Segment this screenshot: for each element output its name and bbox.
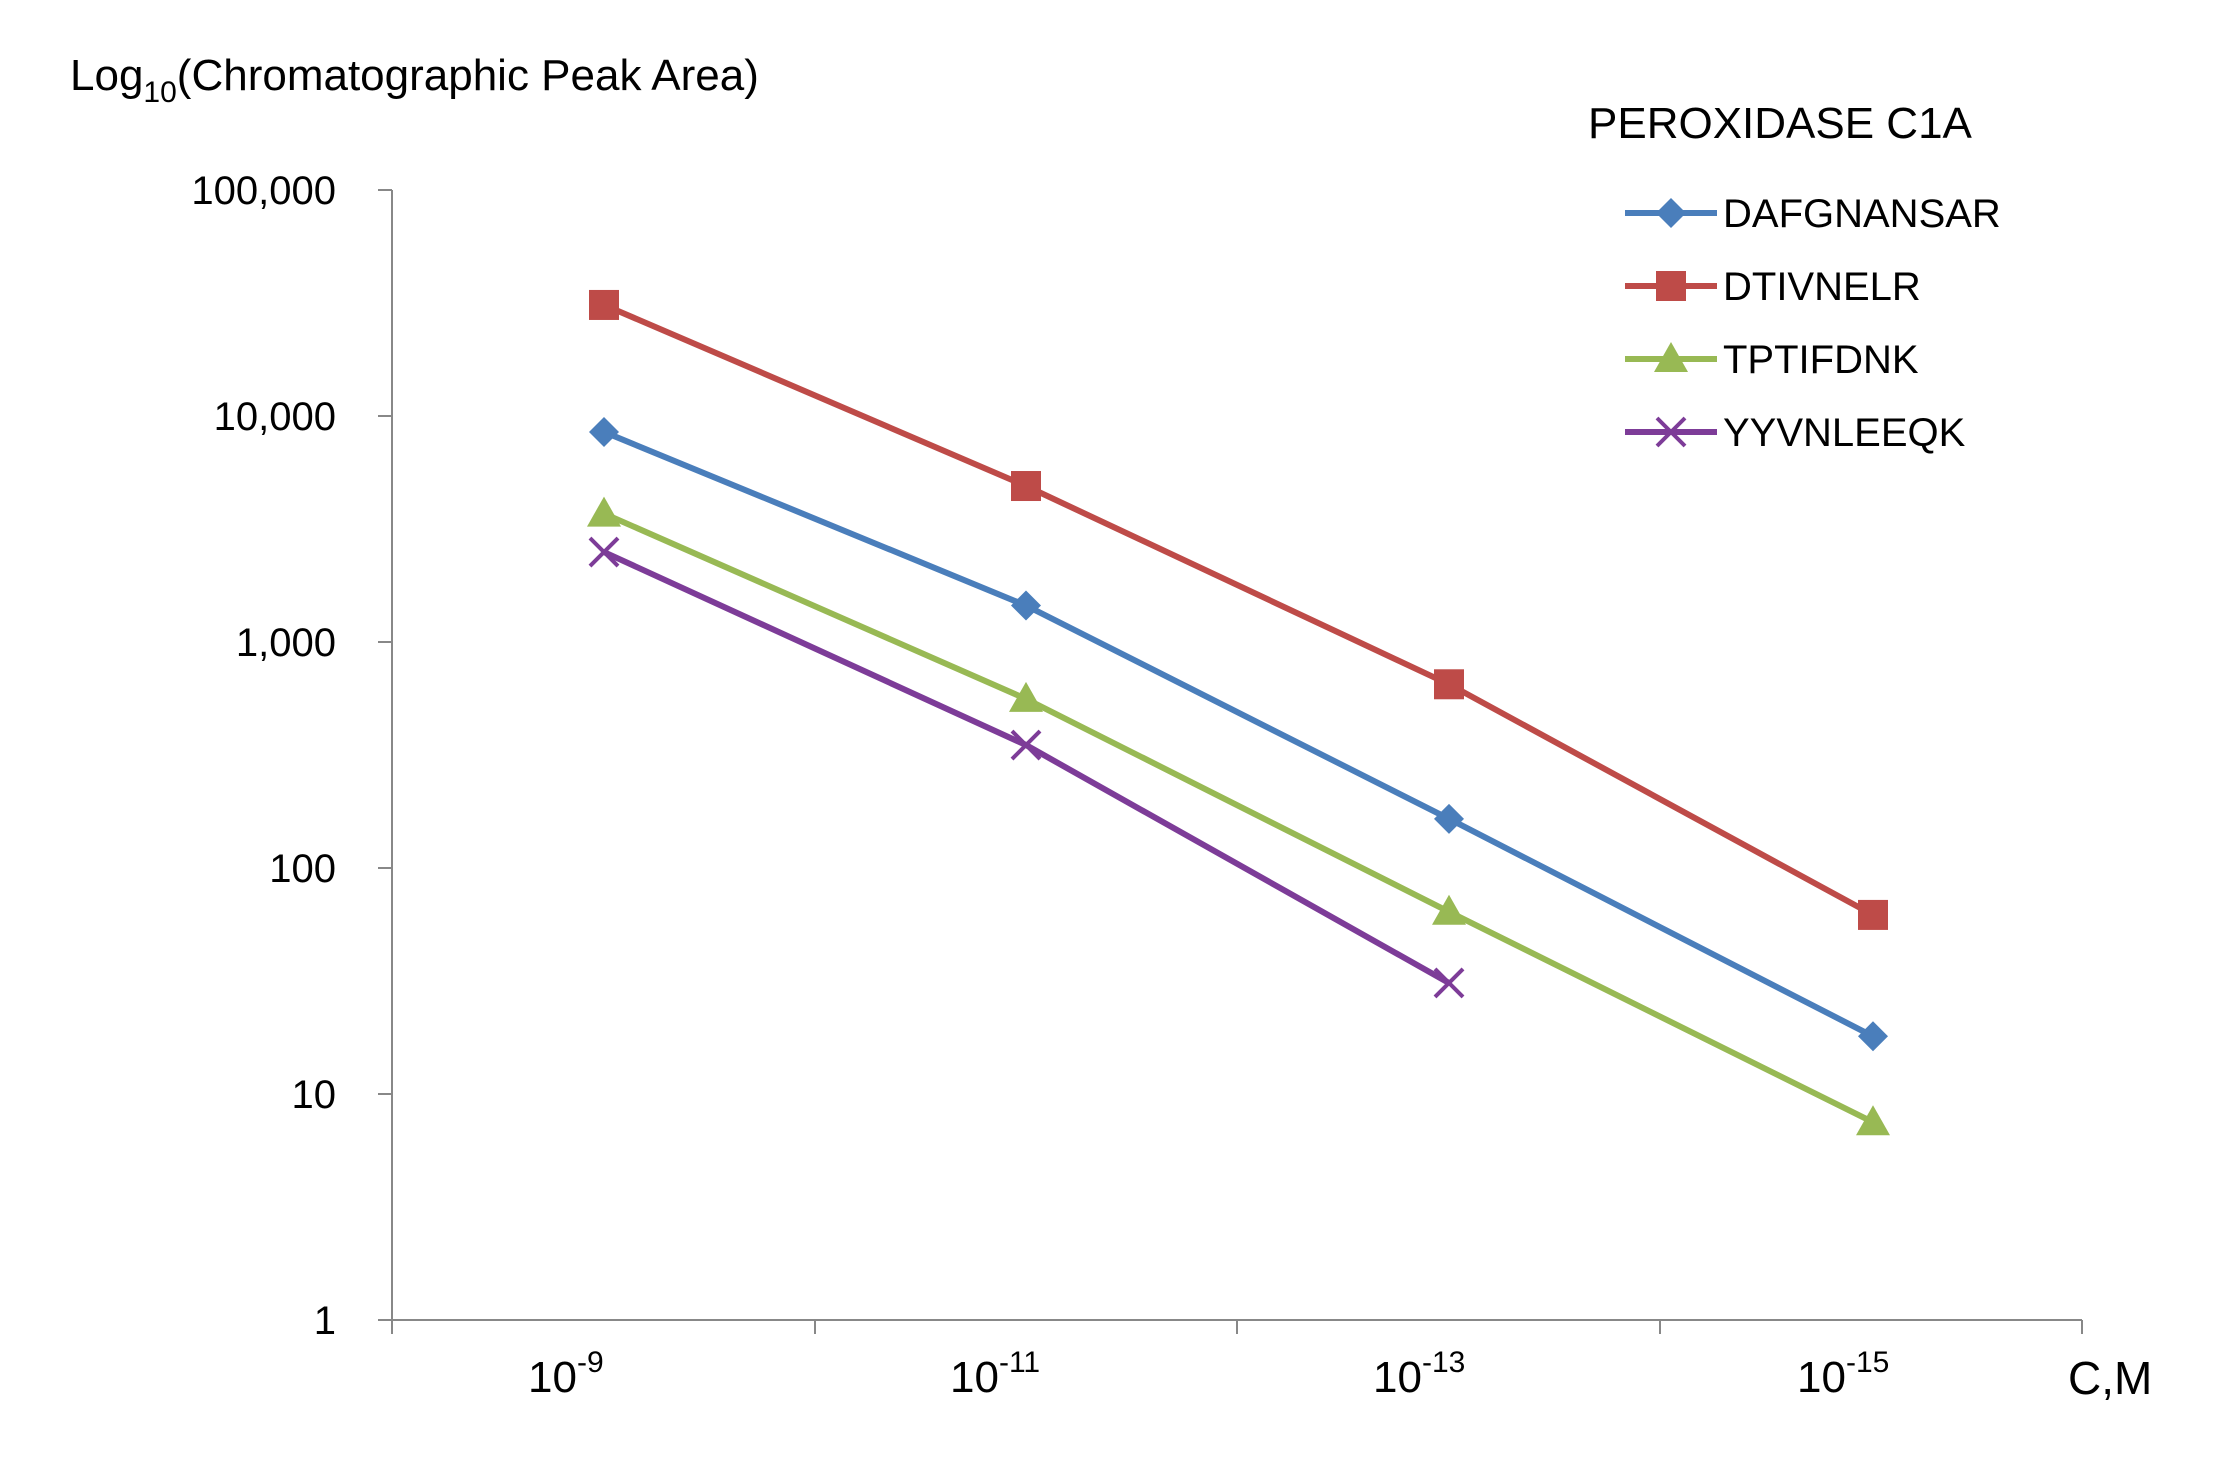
x-tick-label: 10-15 bbox=[1797, 1346, 1889, 1402]
y-axis-label: Log10(Chromatographic Peak Area) bbox=[70, 51, 759, 109]
chart-title: PEROXIDASE C1A bbox=[1588, 99, 1973, 148]
x-tick-exponent: -15 bbox=[1846, 1346, 1889, 1379]
legend-label: TPTIFDNK bbox=[1723, 338, 1919, 382]
y-tick-label: 1 bbox=[314, 1299, 336, 1343]
data-point-dtivnelr bbox=[1434, 669, 1464, 700]
x-tick-base: 10 bbox=[1797, 1353, 1846, 1402]
data-point-dtivnelr bbox=[589, 289, 619, 320]
data-point-dtivnelr bbox=[1011, 471, 1041, 502]
series-dtivnelr bbox=[589, 289, 1888, 930]
axes bbox=[378, 189, 2083, 1334]
x-tick-label: 10-9 bbox=[528, 1346, 604, 1402]
legend-item-yyvnleeqk: YYVNLEEQK bbox=[1625, 411, 1966, 455]
series-line-dtivnelr bbox=[602, 302, 1875, 918]
y-tick-label: 10 bbox=[292, 1073, 337, 1117]
data-point-dafgnansar bbox=[1858, 1021, 1888, 1052]
series-yyvnleeqk bbox=[588, 536, 1465, 999]
series-line-tptifdnk bbox=[602, 510, 1875, 1125]
legend-label: DTIVNELR bbox=[1723, 265, 1921, 309]
data-point-tptifdnk bbox=[587, 496, 621, 527]
legend-item-tptifdnk: TPTIFDNK bbox=[1625, 338, 1919, 382]
legend-marker bbox=[1656, 198, 1686, 228]
y-tick-labels: 1 10 100 1,000 10,000 100,000 bbox=[191, 169, 336, 1343]
y-tick-label: 100 bbox=[269, 847, 336, 891]
x-tick-labels: 10-9 10-11 10-13 10-15 bbox=[528, 1346, 1889, 1402]
x-tick-base: 10 bbox=[950, 1353, 999, 1402]
series-tptifdnk bbox=[587, 496, 1890, 1136]
x-tick-label: 10-13 bbox=[1373, 1346, 1465, 1402]
marker-x-stroke bbox=[1433, 967, 1465, 999]
x-tick-exponent: -11 bbox=[999, 1346, 1040, 1379]
legend-marker bbox=[1655, 416, 1687, 448]
y-tick-label: 10,000 bbox=[214, 395, 336, 439]
series-group bbox=[587, 289, 1890, 1136]
legend-label: DAFGNANSAR bbox=[1723, 192, 2001, 236]
series-line-dafgnansar bbox=[602, 429, 1875, 1039]
y-axis-label-suffix: (Chromatographic Peak Area) bbox=[177, 51, 759, 100]
data-point-dafgnansar bbox=[589, 416, 619, 447]
marker-x-stroke bbox=[1655, 416, 1687, 448]
data-point-yyvnleeqk bbox=[1433, 967, 1465, 999]
data-point-yyvnleeqk bbox=[1010, 729, 1042, 761]
x-tick-exponent: -13 bbox=[1422, 1346, 1465, 1379]
data-point-yyvnleeqk bbox=[588, 536, 620, 568]
y-axis-label-prefix: Log bbox=[70, 51, 143, 100]
data-point-tptifdnk bbox=[1009, 681, 1043, 712]
data-point-tptifdnk bbox=[1432, 894, 1466, 925]
x-axis-label: C,M bbox=[2068, 1352, 2152, 1404]
marker-x-stroke bbox=[588, 536, 620, 568]
y-tick-label: 100,000 bbox=[191, 169, 336, 213]
legend-item-dtivnelr: DTIVNELR bbox=[1625, 265, 1921, 309]
marker-x-stroke bbox=[1010, 729, 1042, 761]
legend-item-dafgnansar: DAFGNANSAR bbox=[1625, 192, 2001, 236]
y-axis-label-sub: 10 bbox=[143, 76, 176, 109]
data-point-dafgnansar bbox=[1434, 803, 1464, 834]
series-dafgnansar bbox=[589, 416, 1888, 1052]
legend: DAFGNANSAR DTIVNELR TPTIFDNK YYVNLEEQK bbox=[1625, 192, 2001, 455]
data-point-dafgnansar bbox=[1011, 590, 1041, 621]
x-tick-base: 10 bbox=[528, 1353, 577, 1402]
x-tick-label: 10-11 bbox=[950, 1346, 1040, 1402]
legend-marker bbox=[1654, 342, 1688, 372]
legend-marker bbox=[1656, 271, 1686, 301]
data-point-tptifdnk bbox=[1856, 1105, 1890, 1136]
x-tick-exponent: -9 bbox=[577, 1346, 604, 1379]
x-tick-base: 10 bbox=[1373, 1353, 1422, 1402]
legend-label: YYVNLEEQK bbox=[1723, 411, 1966, 455]
y-tick-label: 1,000 bbox=[236, 621, 336, 665]
data-point-dtivnelr bbox=[1858, 899, 1888, 930]
